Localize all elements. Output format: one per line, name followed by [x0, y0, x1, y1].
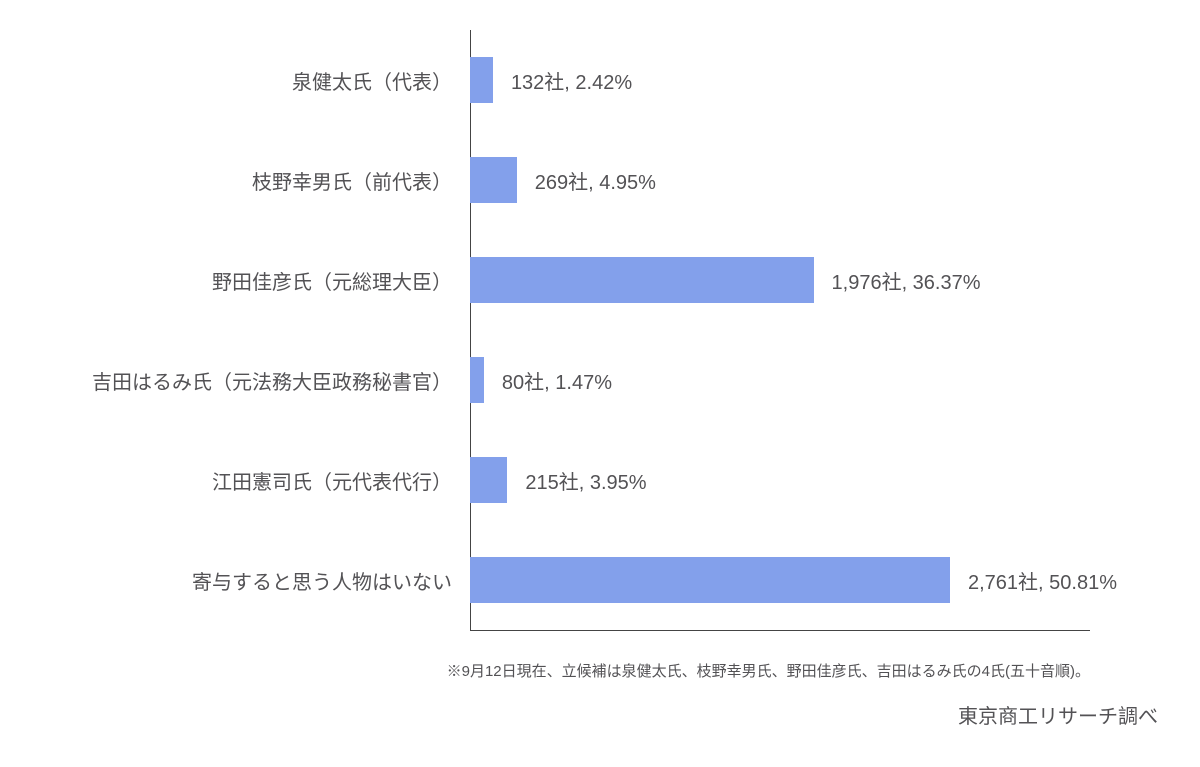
- category-label: 枝野幸男氏（前代表）: [40, 166, 470, 195]
- category-label: 寄与すると思う人物はいない: [40, 566, 470, 595]
- category-label: 江田憲司氏（元代表代行）: [40, 466, 470, 495]
- bar-row: 江田憲司氏（元代表代行） 215社, 3.95%: [40, 430, 1160, 530]
- value-label: 215社, 3.95%: [525, 466, 646, 495]
- bar-row: 野田佳彦氏（元総理大臣） 1,976社, 36.37%: [40, 230, 1160, 330]
- bar: [470, 357, 484, 403]
- x-axis-line: [470, 630, 1090, 631]
- value-label: 80社, 1.47%: [502, 366, 612, 395]
- category-label: 泉健太氏（代表）: [40, 66, 470, 95]
- value-label: 1,976社, 36.37%: [832, 266, 981, 295]
- bar-area: 215社, 3.95%: [470, 430, 1160, 530]
- source-attribution: 東京商工リサーチ調べ: [958, 700, 1158, 729]
- bar-area: 2,761社, 50.81%: [470, 530, 1160, 630]
- bar: [470, 157, 517, 203]
- bar-row: 吉田はるみ氏（元法務大臣政務秘書官） 80社, 1.47%: [40, 330, 1160, 430]
- category-label: 吉田はるみ氏（元法務大臣政務秘書官）: [40, 366, 470, 395]
- bar-area: 269社, 4.95%: [470, 130, 1160, 230]
- bar-row: 枝野幸男氏（前代表） 269社, 4.95%: [40, 130, 1160, 230]
- value-label: 132社, 2.42%: [511, 66, 632, 95]
- bar-chart: 泉健太氏（代表） 132社, 2.42% 枝野幸男氏（前代表） 269社, 4.95%…: [40, 30, 1160, 630]
- bar: [470, 557, 950, 603]
- footnote: ※9月12日現在、立候補は泉健太氏、枝野幸男氏、野田佳彦氏、吉田はるみ氏の4氏(…: [447, 660, 1090, 681]
- bar: [470, 457, 507, 503]
- bar: [470, 57, 493, 103]
- bar-row: 寄与すると思う人物はいない 2,761社, 50.81%: [40, 530, 1160, 630]
- bar-area: 80社, 1.47%: [470, 330, 1160, 430]
- bar-area: 132社, 2.42%: [470, 30, 1160, 130]
- bar: [470, 257, 814, 303]
- value-label: 269社, 4.95%: [535, 166, 656, 195]
- category-label: 野田佳彦氏（元総理大臣）: [40, 266, 470, 295]
- value-label: 2,761社, 50.81%: [968, 566, 1117, 595]
- bar-area: 1,976社, 36.37%: [470, 230, 1160, 330]
- bar-row: 泉健太氏（代表） 132社, 2.42%: [40, 30, 1160, 130]
